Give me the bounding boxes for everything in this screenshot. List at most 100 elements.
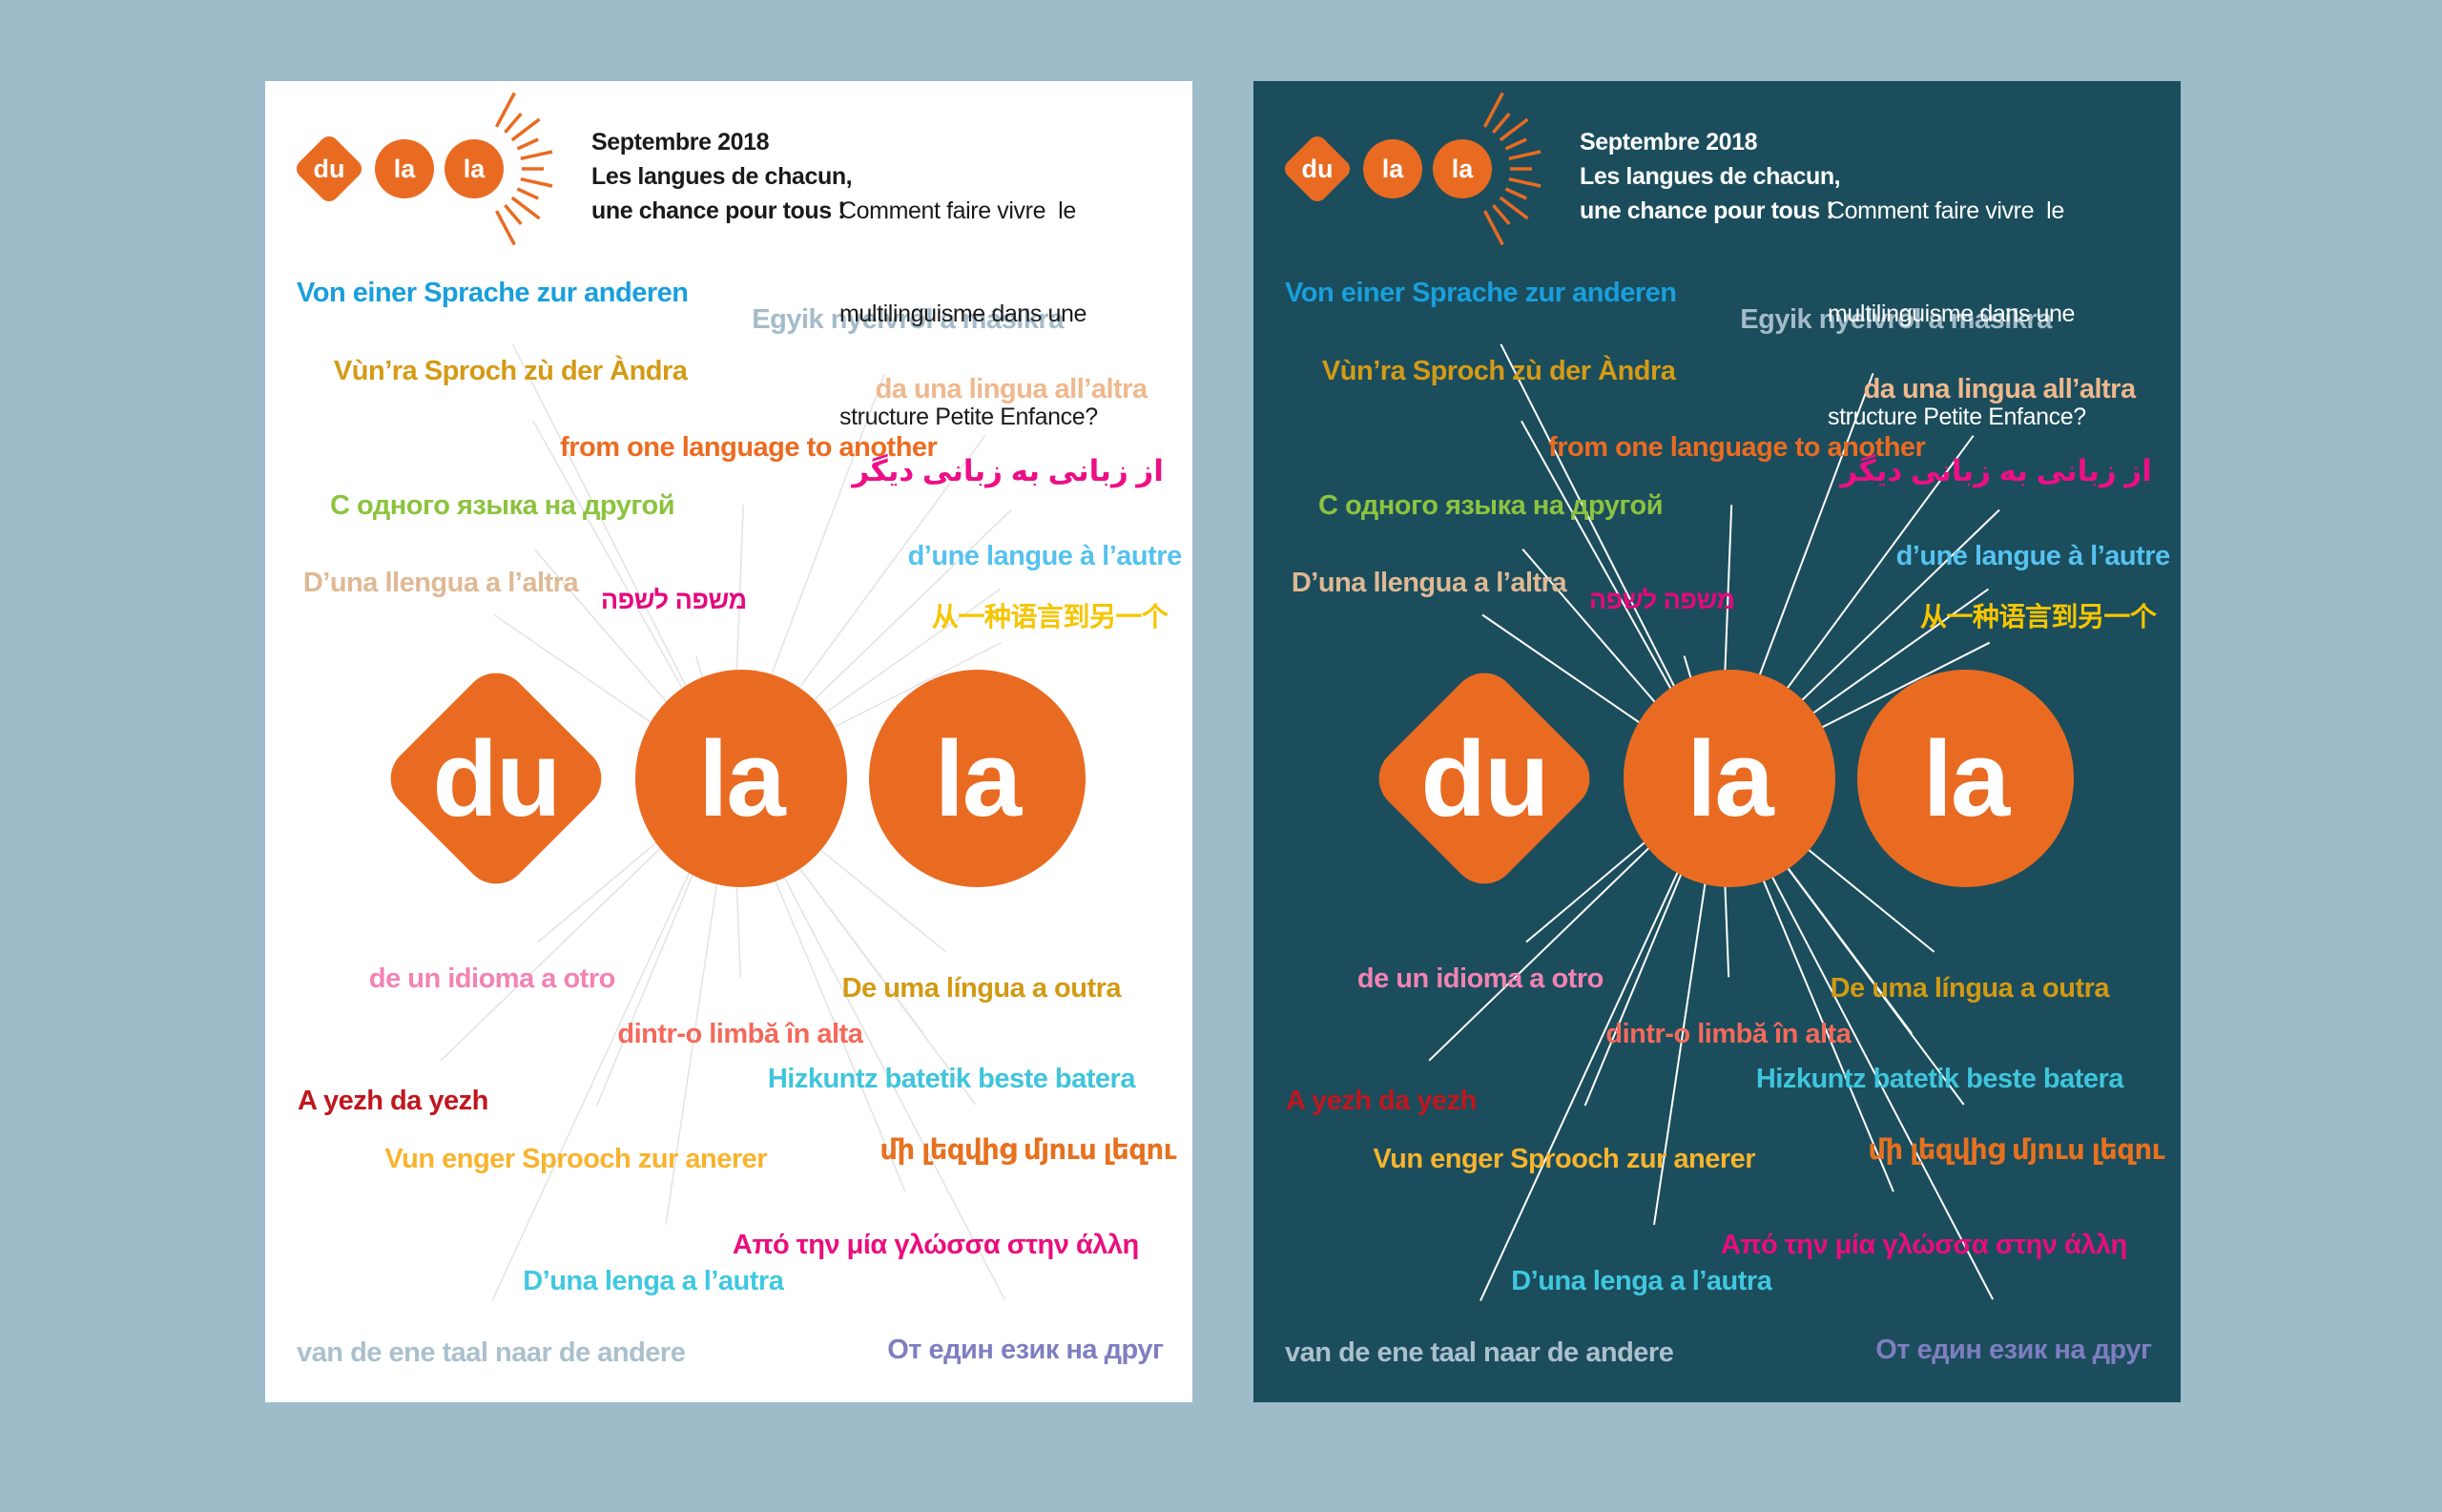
- logo-circle-shape: la: [1857, 670, 2074, 887]
- logo-circle-shape: la: [635, 670, 847, 887]
- phrase-russian: С одного языка на другой: [1318, 490, 1664, 522]
- logo-la-label: la: [1687, 718, 1773, 839]
- logo-circle-shape: la: [869, 670, 1086, 887]
- phrase-portuguese: De uma língua a outra: [1830, 972, 2110, 1004]
- phrase-persian: از زبانی به زبانی دیگر: [852, 453, 1164, 487]
- phrase-chinese: 从一种语言到另一个: [1919, 601, 2157, 632]
- logo-la-label: la: [1922, 718, 2010, 839]
- logo-diamond-shape: du: [1365, 659, 1604, 898]
- phrase-breton: A yezh da yezh: [298, 1085, 488, 1116]
- sunburst-ray: [516, 187, 539, 200]
- poster-question-line1: Comment faire vivre le: [839, 197, 1076, 224]
- phrase-hebrew: משפה לשפה: [1588, 586, 1735, 615]
- sunburst-ray: [1492, 203, 1511, 226]
- phrase-romanian: dintr-o limbă în alta: [617, 1019, 863, 1050]
- logo-la-label: la: [463, 154, 486, 183]
- sunburst-ray: [516, 137, 539, 151]
- phrase-romanian: dintr-o limbă în alta: [1605, 1019, 1852, 1050]
- phrase-alsatian: Vùn’ra Sproch zù der Àndra: [333, 356, 688, 387]
- logo-du-label: du: [1420, 718, 1548, 839]
- poster-title-line2: une chance pour tous !: [591, 197, 846, 224]
- phrase-bulgarian: От един език на друг: [1875, 1335, 2152, 1366]
- phrase-persian: از زبانی به زبانی دیگر: [1840, 453, 2152, 487]
- phrase-armenian: մի լեզվից մյուս լեզու: [880, 1135, 1177, 1167]
- sunburst-ray: [520, 150, 553, 161]
- poster-title-block: Septembre 2018 Les langues de chacun, un…: [591, 125, 853, 228]
- phrase-spanish: de un idioma a otro: [1356, 963, 1604, 995]
- dulala-logo-small: du la la: [292, 92, 618, 246]
- sunburst-ray: [520, 176, 553, 188]
- poster-question-line3: structure Petite Enfance?: [839, 404, 1098, 430]
- sunburst-ray: [510, 196, 541, 220]
- phrase-english: from one language to another: [560, 432, 938, 464]
- poster-title-line1: Les langues de chacun,: [591, 163, 853, 190]
- poster-question-line2: multilinguisme dans une: [839, 300, 1087, 327]
- phrase-occitan: D’una lenga a l’autra: [1511, 1266, 1772, 1297]
- phrase-german: Von einer Sprache zur anderen: [1285, 278, 1677, 309]
- poster-question-line1: Comment faire vivre le: [1828, 197, 2064, 224]
- phrase-armenian: մի լեզվից մյուս լեզու: [1868, 1135, 2165, 1167]
- phrase-italian: da una lingua all’altra: [1863, 374, 2137, 405]
- sunburst-ray: [1504, 137, 1527, 151]
- phrase-russian: С одного языка на другой: [330, 490, 675, 522]
- logo-la-label: la: [698, 718, 785, 839]
- phrase-french: d’une langue à l’autre: [1895, 540, 2171, 571]
- phrase-spanish: de un idioma a otro: [368, 963, 615, 995]
- phrase-basque: Hizkuntz batetik beste batera: [767, 1064, 1136, 1095]
- phrase-french: d’une langue à l’autre: [907, 540, 1183, 571]
- sunburst-ray: [504, 112, 523, 135]
- poster-date: Septembre 2018: [1580, 129, 1758, 155]
- sunburst-ray: [1499, 196, 1529, 220]
- sunburst-ray: [1492, 112, 1511, 135]
- phrase-luxembourgish: Vun enger Sprooch zur anerer: [384, 1143, 768, 1174]
- phrase-english: from one language to another: [1548, 432, 1926, 464]
- logo-sunburst-icon: [1482, 92, 1542, 246]
- sunburst-ray: [1482, 210, 1504, 246]
- poster-title-line2: une chance pour tous !: [1580, 197, 1834, 224]
- poster-question-line3: structure Petite Enfance?: [1828, 404, 2086, 430]
- sunburst-ray: [1504, 187, 1527, 200]
- poster-question-block: Comment faire vivre le multilinguisme da…: [839, 125, 1098, 503]
- sunburst-ray: [1499, 117, 1529, 142]
- sunburst-ray: [1508, 150, 1542, 161]
- dulala-logo-large: du la la: [1253, 81, 2181, 1402]
- phrase-hebrew: משפה לשפה: [600, 586, 747, 615]
- logo-sunburst-icon: [494, 92, 553, 246]
- phrase-breton: A yezh da yezh: [1286, 1085, 1477, 1116]
- dulala-logo-large: du la la: [265, 81, 1192, 1402]
- phrase-greek: Από την μία γλώσσα στην άλλη: [732, 1229, 1139, 1260]
- sunburst-ray: [504, 203, 523, 226]
- logo-du-label: du: [432, 718, 560, 839]
- phrase-bulgarian: От един език на друг: [887, 1335, 1164, 1366]
- poster-title-block: Septembre 2018 Les langues de chacun, un…: [1580, 125, 1841, 228]
- poster-question-line2: multilinguisme dans une: [1828, 300, 2076, 327]
- logo-circle-shape: la: [375, 139, 434, 198]
- phrase-occitan: D’una lenga a l’autra: [523, 1266, 784, 1297]
- logo-la-label: la: [934, 718, 1022, 839]
- logo-circle-shape: la: [445, 139, 504, 198]
- logo-la-label: la: [1451, 154, 1474, 183]
- poster-light: Von einer Sprache zur anderen Egyik nyelv…: [265, 81, 1192, 1402]
- logo-circle-shape: la: [1363, 139, 1422, 198]
- phrase-chinese: 从一种语言到另一个: [931, 601, 1169, 632]
- sunburst-ray: [1508, 176, 1542, 188]
- phrase-hungarian: Egyik nyelvről a másikra: [752, 304, 1064, 336]
- logo-la-label: la: [393, 154, 416, 183]
- phrase-dutch: van de ene taal naar de andere: [1285, 1337, 1674, 1369]
- poster-question-block: Comment faire vivre le multilinguisme da…: [1828, 125, 2086, 503]
- poster-dark: Von einer Sprache zur anderen Egyik nyelv…: [1253, 81, 2181, 1402]
- phrase-alsatian: Vùn’ra Sproch zù der Àndra: [1321, 356, 1676, 387]
- phrase-basque: Hizkuntz batetik beste batera: [1755, 1064, 2124, 1095]
- sunburst-ray: [510, 117, 541, 142]
- poster-date: Septembre 2018: [591, 129, 770, 155]
- phrase-dutch: van de ene taal naar de andere: [297, 1337, 686, 1369]
- phrase-greek: Από την μία γλώσσα στην άλλη: [1720, 1229, 2127, 1260]
- phrase-catalan: D’una llengua a l’altra: [1291, 567, 1567, 598]
- phrase-hungarian: Egyik nyelvről a másikra: [1740, 304, 2052, 336]
- logo-la-label: la: [1381, 154, 1404, 183]
- sunburst-ray: [494, 210, 516, 246]
- phrase-luxembourgish: Vun enger Sprooch zur anerer: [1373, 1143, 1756, 1174]
- phrases-layer: Von einer Sprache zur anderen Egyik nyelv…: [265, 81, 1192, 1402]
- sunburst-ray: [1482, 92, 1504, 128]
- dulala-logo-small: du la la: [1280, 92, 1606, 246]
